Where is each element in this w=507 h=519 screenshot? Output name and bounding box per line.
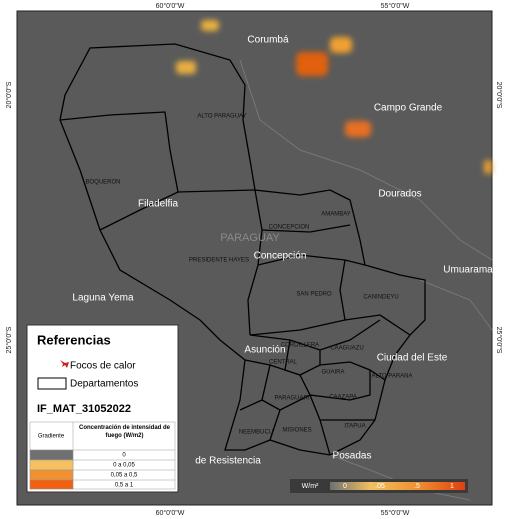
city-label: Corumbá bbox=[247, 35, 289, 46]
paraguay-departments bbox=[59, 43, 426, 456]
department-label: CENTRAL bbox=[269, 360, 298, 366]
department-labels: ALTO PARAGUAY BOQUERON PRESIDENTE HAYES … bbox=[85, 114, 412, 436]
coord-label: 55°0'0"W bbox=[381, 509, 410, 517]
department-label: CAAGUAZU bbox=[330, 346, 363, 352]
fire-symbol bbox=[60, 360, 69, 368]
city-label: Umuarama bbox=[443, 265, 493, 276]
city-label: Concepción bbox=[254, 251, 307, 262]
department-label: CORDILLERA bbox=[281, 343, 319, 349]
coord-label: 55°0'0"W bbox=[381, 2, 410, 10]
table-header-wrap: Concentración de intensidad de fuego (W/… bbox=[78, 425, 170, 439]
city-label: Campo Grande bbox=[374, 103, 443, 114]
department-label: NEEMBUCU bbox=[239, 430, 273, 436]
color-bar-gradient bbox=[330, 482, 465, 490]
department-label: PRESIDENTE HAYES bbox=[189, 258, 249, 264]
city-labels: Corumbá Campo Grande Dourados Umuarama F… bbox=[72, 35, 493, 467]
coord-label: 60°0'0"W bbox=[156, 509, 185, 517]
coordinate-labels: 60°0'0"W 55°0'0"W 60°0'0"W 55°0'0"W 20°0… bbox=[5, 2, 503, 517]
city-label: Ciudad del Este bbox=[377, 353, 448, 364]
department-label: ALTO PARAGUAY bbox=[197, 114, 246, 120]
legend: Referencias Focos de calor Departamentos… bbox=[26, 324, 179, 493]
department-label: PARAGUARI bbox=[275, 396, 310, 402]
city-label: Posadas bbox=[333, 451, 372, 462]
table-cell: 0 bbox=[122, 453, 126, 459]
color-bar-label: .5 bbox=[414, 483, 420, 490]
color-bar-label: 0 bbox=[343, 483, 347, 490]
department-label: MISIONES bbox=[282, 428, 311, 434]
city-label: Laguna Yema bbox=[72, 293, 134, 304]
city-label: Filadelfia bbox=[138, 199, 178, 210]
table-header: Concentración de intensidad de fuego (W/… bbox=[78, 425, 170, 439]
color-bar: W/m² 0 .05 .5 1 bbox=[290, 479, 468, 493]
coord-label: 20°0'0"S bbox=[495, 82, 503, 109]
table-header: Gradiente bbox=[38, 434, 65, 440]
color-bar-unit: W/m² bbox=[302, 483, 319, 490]
department-symbol bbox=[37, 377, 67, 390]
table-cell: 0,05 a 0,5 bbox=[111, 473, 138, 479]
table-cell: 0,5 a 1 bbox=[115, 483, 134, 489]
legend-title: Referencias bbox=[37, 332, 111, 347]
department-label: CONCEPCION bbox=[269, 225, 310, 231]
department-label: CAAZAPA bbox=[329, 395, 357, 401]
table-cell: 0 a 0,05 bbox=[113, 463, 135, 469]
coord-label: 25°0'0"S bbox=[5, 326, 13, 353]
coord-label: 60°0'0"W bbox=[156, 2, 185, 10]
legend-item: Departamentos bbox=[70, 379, 138, 390]
department-label: AMAMBAY bbox=[321, 212, 351, 218]
coord-label: 20°0'0"S bbox=[5, 81, 13, 108]
department-label: CANINDEYU bbox=[363, 295, 398, 301]
layer-name: IF_MAT_31052022 bbox=[37, 403, 131, 415]
legend-table bbox=[29, 421, 176, 490]
coord-label: 25°0'0"S bbox=[495, 327, 503, 354]
city-label: de Resistencia bbox=[195, 456, 261, 467]
department-label: GUAIRA bbox=[321, 370, 344, 376]
legend-item: Focos de calor bbox=[70, 361, 136, 372]
color-bar-label: .05 bbox=[375, 483, 385, 490]
hotspots bbox=[176, 20, 492, 174]
color-bar-label: 1 bbox=[450, 483, 454, 490]
country-label: PARAGUAY bbox=[220, 232, 280, 244]
city-label: Dourados bbox=[378, 189, 421, 200]
city-label: Asunción bbox=[244, 345, 285, 356]
department-label: BOQUERON bbox=[85, 180, 120, 186]
department-label: ITAPUA bbox=[344, 424, 365, 430]
department-label: SAN PEDRO bbox=[296, 292, 332, 298]
department-label: ALTO PARANA bbox=[371, 374, 412, 380]
